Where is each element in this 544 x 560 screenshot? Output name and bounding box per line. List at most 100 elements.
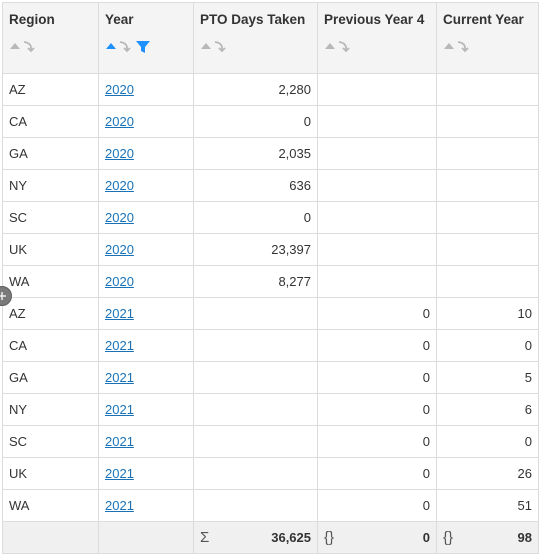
year-link[interactable]: 2021 (105, 402, 134, 417)
cell-curr (436, 73, 539, 106)
cell-year: 2021 (98, 297, 194, 330)
year-link[interactable]: 2021 (105, 338, 134, 353)
table-row: WA 2020 8,277 (2, 265, 539, 298)
totals-cell-region (2, 521, 99, 554)
cell-prev: 0 (317, 329, 437, 362)
sum-aggregate-icon: Σ (200, 529, 210, 546)
column-header-curr[interactable]: Current Year (436, 2, 539, 74)
header-controls (200, 39, 311, 55)
cell-curr: 0 (436, 329, 539, 362)
column-header-pto[interactable]: PTO Days Taken (193, 2, 318, 74)
column-header-label: Region (9, 12, 55, 27)
totals-cell-pto: Σ 36,625 (193, 521, 318, 554)
cell-prev: 0 (317, 393, 437, 426)
year-link[interactable]: 2021 (105, 370, 134, 385)
table-row: AZ 2021 0 10 (2, 297, 539, 330)
table-row: WA 2021 0 51 (2, 489, 539, 522)
cell-region: NY (2, 393, 99, 426)
cell-year: 2020 (98, 105, 194, 138)
cell-curr (436, 169, 539, 202)
custom-aggregate-icon: {} (443, 529, 454, 546)
cell-prev (317, 169, 437, 202)
pto-data-grid: Region Year PTO Days Taken Previous Year 4 C… (2, 2, 539, 554)
year-link[interactable]: 2020 (105, 82, 134, 97)
cell-region: WA (2, 489, 99, 522)
year-link[interactable]: 2020 (105, 114, 134, 129)
cell-year: 2020 (98, 233, 194, 266)
cell-curr: 26 (436, 457, 539, 490)
cell-pto: 2,280 (193, 73, 318, 106)
total-pto-value: 36,625 (271, 530, 311, 545)
sort-ascending-icon[interactable] (105, 40, 133, 54)
year-link[interactable]: 2020 (105, 210, 134, 225)
cell-pto: 8,277 (193, 265, 318, 298)
cell-region: CA (2, 105, 99, 138)
year-link[interactable]: 2021 (105, 306, 134, 321)
column-header-year[interactable]: Year (98, 2, 194, 74)
year-link[interactable]: 2020 (105, 242, 134, 257)
totals-cell-curr: {} 98 (436, 521, 539, 554)
cell-year: 2020 (98, 137, 194, 170)
total-prev-value: 0 (422, 530, 430, 545)
header-controls (443, 39, 532, 55)
year-link[interactable]: 2020 (105, 146, 134, 161)
cell-pto (193, 425, 318, 458)
cell-region: SC (2, 201, 99, 234)
column-header-label: Current Year (443, 12, 524, 27)
year-link[interactable]: 2020 (105, 274, 134, 289)
table-row: SC 2020 0 (2, 201, 539, 234)
sort-arrows-icon[interactable] (200, 40, 228, 54)
year-link[interactable]: 2021 (105, 498, 134, 513)
cell-year: 2021 (98, 361, 194, 394)
column-header-region[interactable]: Region (2, 2, 99, 74)
table-row: GA 2020 2,035 (2, 137, 539, 170)
column-header-label: Previous Year 4 (324, 12, 425, 27)
sort-arrows-icon[interactable] (9, 40, 37, 54)
column-header-prev[interactable]: Previous Year 4 (317, 2, 437, 74)
cell-region: GA (2, 137, 99, 170)
cell-prev (317, 201, 437, 234)
cell-pto: 23,397 (193, 233, 318, 266)
table-row: SC 2021 0 0 (2, 425, 539, 458)
table-row: GA 2021 0 5 (2, 361, 539, 394)
cell-year: 2021 (98, 393, 194, 426)
cell-pto (193, 329, 318, 362)
table-row: NY 2021 0 6 (2, 393, 539, 426)
column-header-label: PTO Days Taken (200, 12, 306, 27)
cell-curr (436, 201, 539, 234)
cell-region: AZ (2, 73, 99, 106)
cell-curr (436, 265, 539, 298)
cell-year: 2021 (98, 457, 194, 490)
cell-region: SC (2, 425, 99, 458)
cell-prev: 0 (317, 361, 437, 394)
cell-pto: 0 (193, 105, 318, 138)
cell-prev: 0 (317, 425, 437, 458)
cell-curr (436, 233, 539, 266)
cell-region: UK (2, 233, 99, 266)
cell-pto (193, 297, 318, 330)
filter-funnel-icon[interactable] (135, 40, 151, 54)
totals-row: Σ 36,625 {} 0 {} 98 (2, 521, 539, 554)
table-row: CA 2020 0 (2, 105, 539, 138)
cell-pto: 2,035 (193, 137, 318, 170)
sort-arrows-icon[interactable] (324, 40, 352, 54)
cell-pto (193, 393, 318, 426)
cell-prev: 0 (317, 457, 437, 490)
cell-curr: 5 (436, 361, 539, 394)
cell-curr (436, 137, 539, 170)
cell-year: 2020 (98, 169, 194, 202)
sort-arrows-icon[interactable] (443, 40, 471, 54)
cell-curr: 6 (436, 393, 539, 426)
grid-body: AZ 2020 2,280 CA 2020 0 GA 2020 2,035 NY 2020 636 SC… (2, 73, 539, 522)
year-link[interactable]: 2020 (105, 178, 134, 193)
header-row: Region Year PTO Days Taken Previous Year 4 C… (2, 2, 539, 74)
header-controls (9, 39, 92, 55)
year-link[interactable]: 2021 (105, 466, 134, 481)
cell-region: GA (2, 361, 99, 394)
table-row: UK 2021 0 26 (2, 457, 539, 490)
year-link[interactable]: 2021 (105, 434, 134, 449)
cell-region: WA (2, 265, 99, 298)
cell-region: CA (2, 329, 99, 362)
table-row: NY 2020 636 (2, 169, 539, 202)
column-header-label: Year (105, 12, 134, 27)
